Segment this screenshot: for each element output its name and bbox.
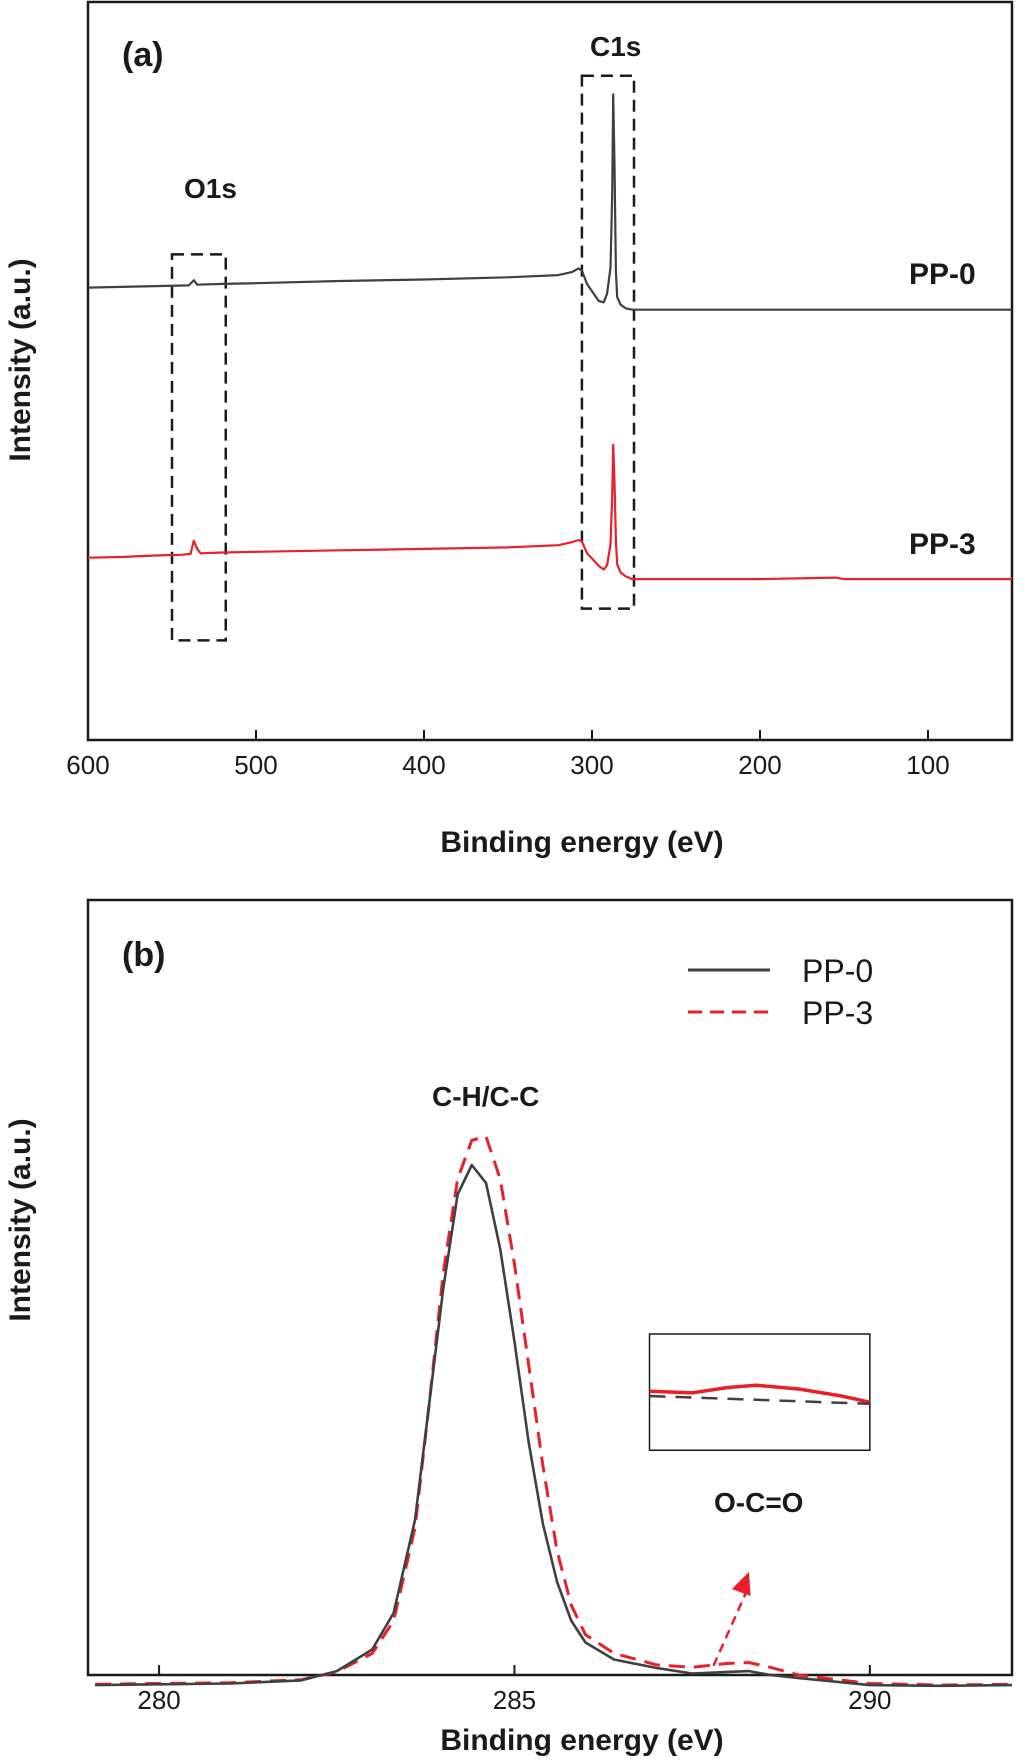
oco-inset-zoom — [648, 1333, 871, 1451]
dashed-box-o1s — [170, 253, 228, 642]
x-tick-label-300: 300 — [570, 750, 613, 780]
panel-b-x-axis-title: Binding energy (eV) — [440, 1724, 723, 1757]
series-line-pp-3 — [87, 443, 1012, 581]
ch-cc-peak-label: C-H/C-C — [432, 1081, 539, 1112]
series-label-pp3: PP-3 — [909, 528, 976, 561]
panel-a-x-ticks — [87, 730, 929, 740]
arrow-head — [731, 1571, 751, 1597]
arrow-shaft — [712, 1585, 751, 1667]
panel-a-frame — [86, 0, 1014, 742]
series-label-pp0: PP-0 — [909, 258, 976, 291]
legend-label-pp3: PP-3 — [802, 995, 873, 1031]
panel-b-legend: PP-0 PP-3 — [688, 953, 873, 1031]
series-line-pp-3 — [95, 1134, 1013, 1687]
panel-b-c1s-spectrum: 280 285 290 PP-0 PP-3 (b) C-H/C-C O-C=O Bi… — [4, 898, 1014, 1757]
panel-a-x-tick-labels: 600 500 400 300 200 100 — [66, 750, 949, 780]
panel-b-x-tick-labels: 280 285 290 — [137, 1685, 891, 1715]
c1s-peak-label: C1s — [590, 31, 641, 62]
inset-line-pp-0 — [649, 1394, 870, 1406]
x-tick-label-200: 200 — [738, 750, 781, 780]
oco-peak-label: O-C=O — [714, 1487, 803, 1518]
x-tick-label-285: 285 — [493, 1685, 536, 1715]
panel-a-series — [87, 93, 1012, 581]
panel-b-frame — [86, 898, 1014, 1677]
panel-b-y-axis-title: Intensity (a.u.) — [4, 1118, 37, 1321]
panel-b-x-ticks — [158, 1665, 871, 1675]
panel-a-y-axis-title: Intensity (a.u.) — [4, 258, 37, 461]
panel-a-x-axis-title: Binding energy (eV) — [440, 826, 723, 859]
panel-a-survey-spectrum: 600 500 400 300 200 100 (a) O1s C1s PP-0 PP-3… — [4, 0, 1014, 859]
x-tick-label-100: 100 — [906, 750, 949, 780]
legend-label-pp0: PP-0 — [802, 953, 873, 989]
x-tick-label-400: 400 — [402, 750, 445, 780]
oco-arrow — [712, 1571, 751, 1667]
x-tick-label-500: 500 — [234, 750, 277, 780]
x-tick-label-290: 290 — [848, 1685, 891, 1715]
series-line-pp-0 — [87, 93, 1012, 311]
panel-a-label: (a) — [122, 36, 164, 74]
panel-a-dashed-boxes — [170, 74, 636, 642]
dashed-box-c1s — [580, 74, 636, 610]
x-tick-label-600: 600 — [66, 750, 109, 780]
panel-b-series — [95, 1134, 1013, 1688]
inset-line-pp-3 — [649, 1383, 871, 1404]
panel-b-label: (b) — [122, 936, 165, 974]
x-tick-label-280: 280 — [137, 1685, 180, 1715]
o1s-peak-label: O1s — [184, 173, 237, 204]
series-line-pp-0 — [95, 1163, 1013, 1688]
